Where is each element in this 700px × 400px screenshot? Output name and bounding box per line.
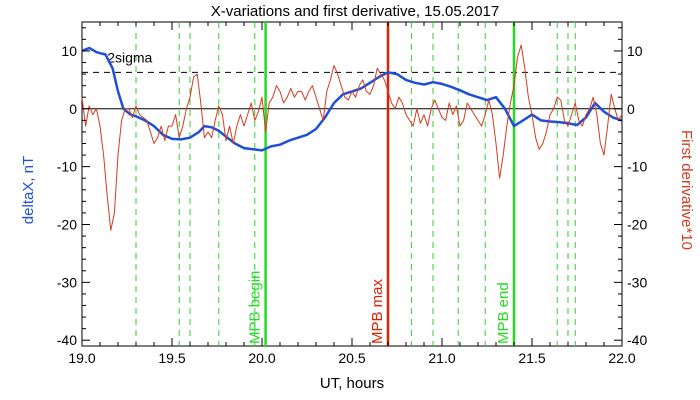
y-tick-label-right: -40 [627, 332, 647, 348]
y-axis-label-left: deltaX, nT [20, 156, 37, 224]
y-tick-label-left: -20 [57, 217, 77, 233]
x-tick-label: 19.5 [158, 350, 185, 366]
y-tick-label-left: -30 [57, 274, 77, 290]
vertical-marker-label: MPB end [495, 282, 512, 344]
vertical-marker-label: MPB begin [247, 271, 264, 344]
y-tick-label-right: 0 [627, 101, 635, 117]
y-tick-label-left: -40 [57, 332, 77, 348]
x-axis-label: UT, hours [320, 375, 384, 392]
y-tick-label-left: -10 [57, 159, 77, 175]
chart-title: X-variations and first derivative, 15.05… [211, 3, 500, 20]
y-axis-label-right: First derivative*10 [678, 130, 695, 250]
vertical-marker-label: MPB max [369, 278, 386, 344]
x-tick-label: 21.5 [518, 350, 545, 366]
series-line [81, 44, 623, 231]
y-tick-label-right: 10 [627, 43, 643, 59]
x-tick-label: 22.0 [608, 350, 635, 366]
plot-frame [81, 21, 623, 347]
y-tick-label-left: 0 [69, 101, 77, 117]
x-tick-label: 19.0 [68, 350, 95, 366]
y-tick-label-left: 10 [61, 43, 77, 59]
x-tick-label: 21.0 [428, 350, 455, 366]
series-line [81, 46, 623, 152]
y-tick-label-right: -20 [627, 217, 647, 233]
y-tick-label-right: -10 [627, 159, 647, 175]
y-tick-label-right: -30 [627, 274, 647, 290]
plot-layer: 2sigma MPB begin MPB max MPB end 19.0 19.5 20.… [57, 21, 647, 366]
sigma-label: 2sigma [107, 49, 152, 65]
x-tick-label: 20.0 [248, 350, 275, 366]
x-tick-label: 20.5 [338, 350, 365, 366]
